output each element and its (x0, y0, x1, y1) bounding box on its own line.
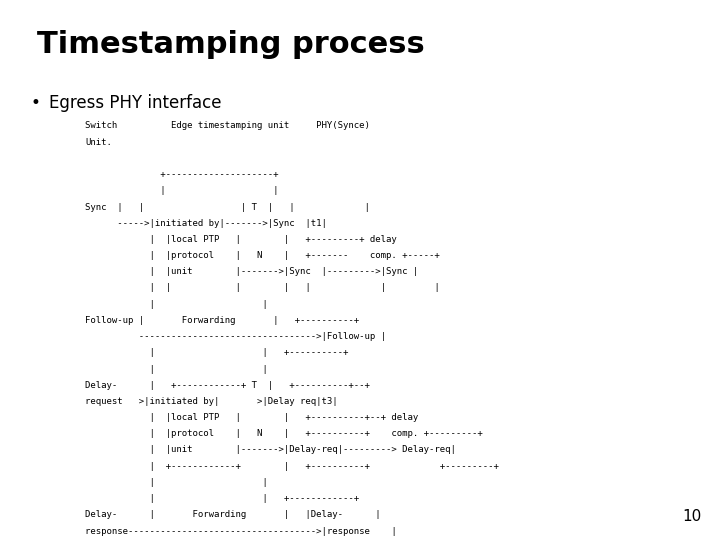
Text: |  |local PTP   |        |   +---------+ delay: | |local PTP | | +---------+ delay (85, 235, 397, 244)
Text: |                    |: | | (85, 364, 268, 374)
Text: Delay-      |       Forwarding       |   |Delay-      |: Delay- | Forwarding | |Delay- | (85, 510, 381, 519)
Text: --------------------------------->|Follow-up |: --------------------------------->|Follo… (85, 332, 386, 341)
Text: |                    |: | | (85, 186, 279, 195)
Text: response----------------------------------->|response    |: response--------------------------------… (85, 526, 397, 536)
Text: |  |unit        |------->|Delay-req|---------> Delay-req|: | |unit |------->|Delay-req|---------> D… (85, 446, 456, 455)
Text: |                    |   +----------+: | | +----------+ (85, 348, 348, 357)
Text: |  |local PTP   |        |   +----------+--+ delay: | |local PTP | | +----------+--+ delay (85, 413, 418, 422)
Text: ----->|initiated by|------->|Sync  |t1|: ----->|initiated by|------->|Sync |t1| (85, 219, 327, 228)
Text: +--------------------+: +--------------------+ (85, 170, 279, 179)
Text: Delay-      |   +------------+ T  |   +----------+--+: Delay- | +------------+ T | +----------+… (85, 381, 370, 390)
Text: |                    |: | | (85, 300, 268, 309)
Text: |  |unit        |------->|Sync  |--------->|Sync |: | |unit |------->|Sync |--------->|Sync … (85, 267, 418, 276)
Text: |  |protocol    |   N    |   +----------+    comp. +---------+: | |protocol | N | +----------+ comp. +--… (85, 429, 482, 438)
Text: •: • (30, 94, 40, 112)
Text: |  |            |        |   |             |         |: | | | | | | | (85, 284, 440, 293)
Text: |                    |: | | (85, 478, 268, 487)
Text: |  |protocol    |   N    |   +-------    comp. +-----+: | |protocol | N | +------- comp. +-----+ (85, 251, 440, 260)
Text: 10: 10 (683, 509, 702, 524)
Text: Switch          Edge timestamping unit     PHY(Synce): Switch Edge timestamping unit PHY(Synce) (85, 122, 370, 131)
Text: |  +------------+        |   +----------+             +---------+: | +------------+ | +----------+ +-------… (85, 462, 499, 471)
Text: Sync  |   |                  | T  |   |             |: Sync | | | T | | | (85, 202, 370, 212)
Text: request   >|initiated by|       >|Delay req|t3|: request >|initiated by| >|Delay req|t3| (85, 397, 338, 406)
Text: |                    |   +------------+: | | +------------+ (85, 494, 359, 503)
Text: Unit.: Unit. (85, 138, 112, 147)
Text: Timestamping process: Timestamping process (37, 30, 426, 59)
Text: Egress PHY interface: Egress PHY interface (49, 94, 222, 112)
Text: Follow-up |       Forwarding       |   +----------+: Follow-up | Forwarding | +----------+ (85, 316, 359, 325)
